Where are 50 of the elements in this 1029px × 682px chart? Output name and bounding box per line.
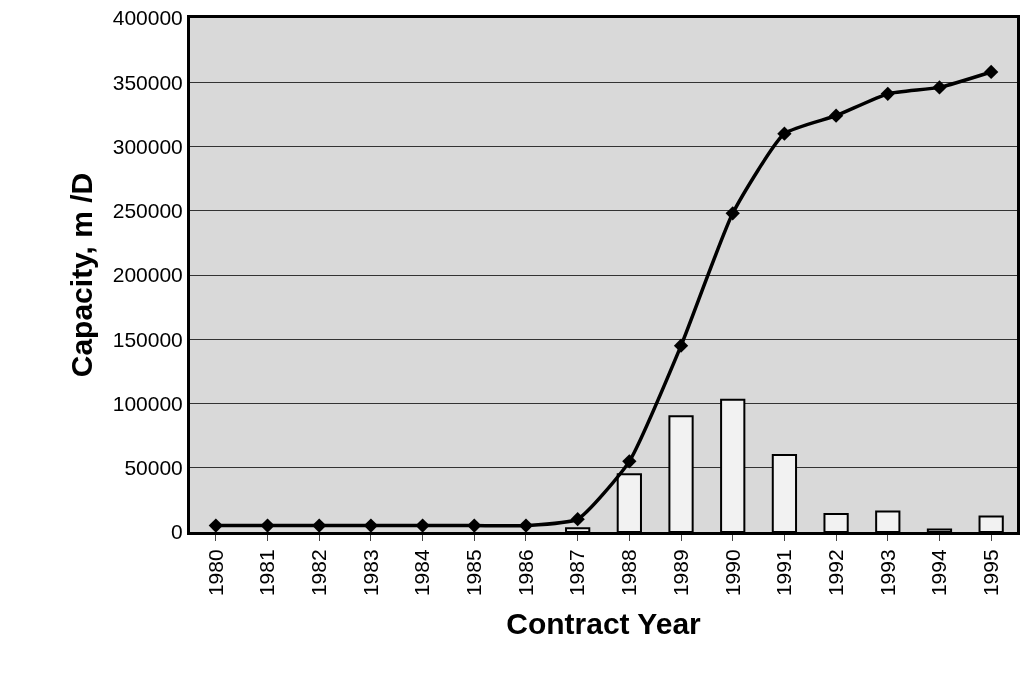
point xyxy=(984,64,999,80)
point xyxy=(363,518,379,532)
point xyxy=(570,512,585,527)
y-tick-label: 300000 xyxy=(112,134,183,158)
point xyxy=(312,518,327,532)
x-tick-label: 1984 xyxy=(410,549,434,597)
bar xyxy=(771,453,798,532)
x-tick-label: 1995 xyxy=(978,549,1002,597)
point xyxy=(415,518,430,532)
x-tick-label: 1986 xyxy=(513,549,537,597)
x-tick-label: 1993 xyxy=(875,549,899,597)
x-tick-label: 1983 xyxy=(358,549,382,597)
y-tick-label: 0 xyxy=(171,520,183,544)
x-tick-label: 1980 xyxy=(203,549,227,597)
point xyxy=(725,206,740,221)
y-axis-title: Capacity, m /D xyxy=(64,172,98,378)
x-tick-label: 1989 xyxy=(668,549,692,597)
point xyxy=(777,126,792,141)
x-tick-label: 1990 xyxy=(720,549,744,597)
x-axis-title: Contract Year xyxy=(506,606,702,640)
bar xyxy=(978,515,1004,532)
x-tick-label: 1981 xyxy=(255,549,279,597)
bar xyxy=(720,398,746,532)
x-tick-label: 1982 xyxy=(307,549,331,597)
point xyxy=(467,518,482,532)
y-tick-label: 100000 xyxy=(112,391,183,415)
bar xyxy=(668,415,694,532)
point xyxy=(208,518,223,532)
x-tick-label: 1991 xyxy=(772,549,796,597)
y-tick-label: 50000 xyxy=(124,456,183,480)
y-tick-label: 250000 xyxy=(112,199,183,223)
point xyxy=(932,80,947,95)
x-tick-label: 1985 xyxy=(462,549,486,597)
x-tick-label: 1988 xyxy=(617,549,641,597)
y-tick-label: 400000 xyxy=(112,6,183,30)
point xyxy=(880,86,895,101)
point xyxy=(828,108,844,123)
bar xyxy=(926,528,953,532)
y-tick-label: 150000 xyxy=(112,327,183,351)
x-tick-label: 1987 xyxy=(565,549,589,597)
point xyxy=(260,518,275,532)
point xyxy=(622,454,637,469)
point xyxy=(673,338,689,353)
point xyxy=(518,518,534,532)
x-tick-label: 1992 xyxy=(823,549,847,597)
x-tick-label: 1994 xyxy=(927,549,951,597)
y-tick-label: 200000 xyxy=(112,263,183,287)
bar xyxy=(823,513,849,532)
y-tick-label: 350000 xyxy=(112,70,183,94)
bar xyxy=(875,510,901,532)
